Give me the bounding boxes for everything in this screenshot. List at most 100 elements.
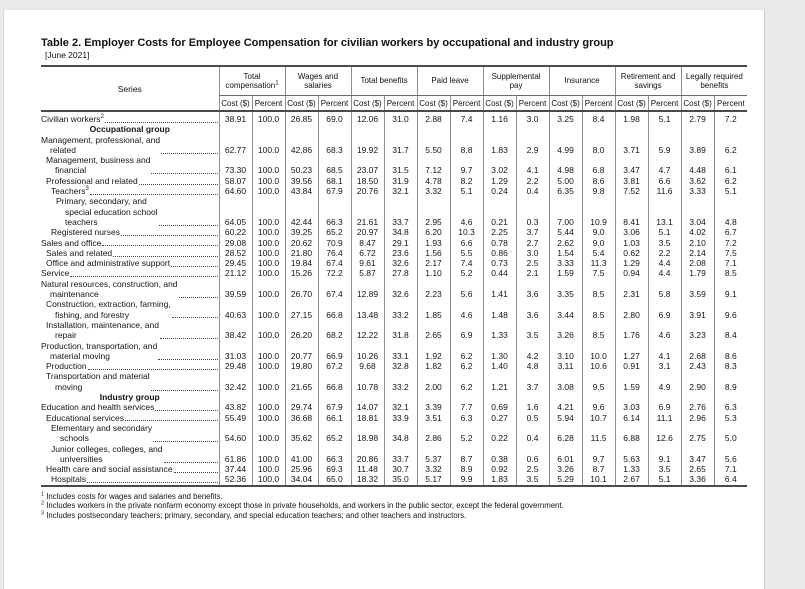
series-label: Professional and related [46, 176, 138, 186]
cost-cell: 18.32 [350, 474, 384, 486]
percent-cell: 33.7 [383, 196, 418, 228]
header-group-row: Series Total compensation1 Wages and salar… [41, 66, 748, 112]
cost-cell: 1.29 [614, 258, 649, 269]
cost-cell: 8.47 [350, 237, 384, 248]
cost-subheader: Cost ($) [218, 95, 252, 112]
series-label-text: Elementary and secondary [51, 422, 153, 433]
percent-cell: 10.3 [449, 227, 484, 238]
cost-cell: 1.48 [482, 299, 517, 320]
cost-cell: 5.94 [548, 412, 583, 423]
dot-leader [86, 482, 218, 484]
series-label-text: fishing, and forestry [55, 309, 130, 320]
percent-cell: 9.0 [581, 227, 616, 238]
cost-cell: 0.78 [482, 237, 517, 248]
series-cell: Occupational group [41, 124, 219, 134]
percent-cell: 100.0 [251, 422, 285, 444]
percent-cell: 4.8 [515, 361, 550, 372]
cost-cell: 0.62 [614, 247, 649, 259]
cost-cell: 0.69 [482, 402, 517, 413]
column-group-label: Legally required benefits [685, 71, 743, 91]
cost-cell: 20.76 [350, 186, 384, 197]
percent-cell: 7.1 [713, 464, 748, 475]
percent-cell: 3.5 [515, 319, 550, 341]
percent-cell: 5.1 [647, 227, 682, 238]
cost-cell: 3.39 [416, 402, 451, 413]
cost-cell [680, 392, 715, 403]
percent-cell: 6.4 [713, 474, 748, 486]
percent-cell: 67.4 [317, 258, 351, 269]
series-label-line: Education and health services [41, 402, 154, 412]
percent-cell: 100.0 [251, 319, 285, 341]
percent-cell: 8.5 [581, 278, 616, 300]
series-label: Production [46, 361, 87, 371]
series-label-text: special education school [65, 206, 158, 217]
cost-cell: 3.35 [548, 278, 583, 300]
footnote-marker: 1 [275, 80, 279, 87]
cost-cell: 6.72 [350, 247, 384, 259]
series-cell: Education and health services [41, 402, 219, 412]
percent-cell: 10.9 [581, 196, 616, 228]
cost-cell: 28.52 [218, 247, 252, 259]
table-row: Production, transportation, and material … [41, 340, 748, 362]
series-label-line: Management, business and [46, 155, 150, 165]
footnote: 3 Includes postsecondary teachers; prima… [41, 511, 752, 521]
cost-cell: 39.56 [284, 175, 318, 187]
series-label-text: Office and administrative support [46, 258, 171, 269]
table-row: Primary, secondary, and special education… [41, 196, 748, 228]
cost-cell: 27.15 [284, 299, 318, 320]
column-group-header: Legally required benefits [680, 66, 748, 96]
cost-cell: 19.92 [350, 134, 384, 156]
cost-cell: 1.21 [482, 371, 517, 393]
percent-cell: 5.2 [449, 268, 484, 279]
header-sub-row: Cost ($) Percent Cost ($) Percent Cost ($) Pe… [41, 95, 748, 112]
cost-cell: 20.62 [284, 237, 318, 248]
footnote-text: Includes postsecondary teachers; primary… [46, 511, 467, 521]
cost-cell: 2.65 [680, 464, 715, 475]
percent-cell: 8.9 [713, 371, 748, 393]
series-label-line: schools [51, 433, 152, 443]
cost-cell: 3.10 [548, 340, 583, 362]
dot-leader [120, 235, 218, 237]
cost-cell: 3.33 [548, 258, 583, 269]
cost-cell: 3.62 [680, 175, 715, 187]
percent-cell: 29.1 [383, 237, 418, 248]
cost-cell: 0.27 [482, 412, 517, 423]
percent-cell: 67.2 [317, 361, 351, 372]
series-label-line: Primary, secondary, and [56, 196, 158, 206]
dot-leader [124, 420, 218, 422]
series-label-text: Production [46, 361, 87, 372]
percent-cell: 7.4 [449, 111, 484, 125]
cost-cell: 0.38 [482, 443, 517, 465]
series-label-text: teachers [65, 216, 98, 227]
cost-cell: 3.91 [680, 299, 715, 320]
cost-cell: 1.30 [482, 340, 517, 362]
cost-subheader: Cost ($) [482, 95, 517, 112]
cost-cell [416, 392, 451, 403]
cost-cell: 35.62 [284, 422, 318, 444]
series-label-text: Primary, secondary, and [56, 196, 147, 207]
percent-cell: 3.5 [647, 464, 682, 475]
dot-leader [87, 368, 218, 370]
table-row: Natural resources, construction, and main… [41, 278, 748, 300]
percent-cell: 10.0 [581, 340, 616, 362]
percent-cell [317, 392, 351, 403]
percent-cell: 4.6 [647, 319, 682, 341]
percent-cell: 9.0 [581, 237, 616, 248]
percent-cell: 66.8 [317, 371, 351, 393]
cost-cell [284, 392, 318, 403]
percent-cell: 100.0 [251, 111, 285, 125]
percent-cell [251, 124, 285, 135]
footnote-marker: 2 [100, 114, 104, 121]
dot-leader [153, 441, 218, 442]
cost-cell: 2.68 [680, 340, 715, 362]
percent-cell: 9.7 [449, 155, 484, 176]
footnote: 2 Includes workers in the private nonfar… [41, 501, 752, 511]
percent-cell: 9.5 [581, 371, 616, 393]
cost-cell: 5.87 [350, 268, 384, 279]
percent-cell [713, 392, 748, 403]
percent-cell: 11.3 [581, 258, 616, 269]
series-label-block: Sales and related [41, 248, 219, 258]
percent-cell: 7.4 [449, 258, 484, 269]
cost-cell: 25.96 [284, 464, 318, 475]
cost-cell: 0.94 [614, 268, 649, 279]
